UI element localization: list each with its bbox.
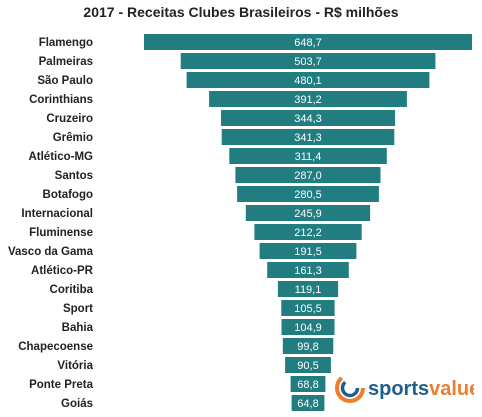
sportsvalue-logo: sportsvalue xyxy=(335,373,474,403)
bar xyxy=(235,167,381,183)
category-label: Corinthians xyxy=(29,94,93,106)
value-label: 161,3 xyxy=(294,265,322,277)
category-label: Santos xyxy=(55,170,93,182)
category-label: Goiás xyxy=(61,398,93,410)
bar xyxy=(290,376,326,392)
category-label: Chapecoense xyxy=(18,341,93,353)
category-label: Vasco da Gama xyxy=(8,246,94,258)
value-label: 104,9 xyxy=(294,322,322,334)
category-label: Bahia xyxy=(62,322,94,334)
bar xyxy=(281,300,335,316)
category-label: Vitória xyxy=(57,360,93,372)
bar xyxy=(237,186,379,202)
category-labels: Flamengo Palmeiras São Paulo Corinthians Cru… xyxy=(8,37,94,410)
bars-layer xyxy=(144,34,472,411)
value-label: 68,8 xyxy=(297,379,318,391)
bar xyxy=(180,53,436,69)
value-label: 341,3 xyxy=(294,132,322,144)
category-label: Cruzeiro xyxy=(46,113,93,125)
value-label: 503,7 xyxy=(294,56,322,68)
bar xyxy=(221,110,396,126)
logo-text-sports: sports xyxy=(368,378,429,400)
category-label: Atlético-PR xyxy=(31,265,94,277)
chart-title: 2017 - Receitas Clubes Brasileiros - R$ … xyxy=(83,4,399,20)
category-label: Grêmio xyxy=(53,132,93,144)
value-label: 212,2 xyxy=(294,227,322,239)
bar xyxy=(282,338,334,354)
bar xyxy=(144,34,472,50)
bar xyxy=(221,129,395,145)
value-label: 99,8 xyxy=(297,341,318,353)
bar xyxy=(267,262,349,278)
bar xyxy=(281,319,335,335)
value-label: 480,1 xyxy=(294,75,322,87)
value-label: 311,4 xyxy=(295,151,322,163)
value-label: 105,5 xyxy=(294,303,322,315)
bar xyxy=(277,281,339,297)
bar xyxy=(291,395,325,411)
value-label: 191,5 xyxy=(294,246,322,258)
category-label: Coritiba xyxy=(50,284,94,296)
category-label: Sport xyxy=(63,303,93,315)
bar xyxy=(229,148,387,164)
category-label: Botafogo xyxy=(43,189,93,201)
value-label: 90,5 xyxy=(297,360,318,372)
category-label: Ponte Preta xyxy=(29,379,94,391)
value-labels: 648,7 503,7 480,1 391,2 344,3 341,3 311,4 287,0… xyxy=(294,37,322,410)
value-label: 344,3 xyxy=(294,113,322,125)
category-label: Palmeiras xyxy=(39,56,93,68)
bar xyxy=(259,243,357,259)
bar xyxy=(209,91,407,107)
logo-swirl-icon xyxy=(335,373,365,403)
bar xyxy=(245,205,371,221)
category-label: Internacional xyxy=(21,208,93,220)
value-label: 648,7 xyxy=(294,37,322,49)
logo-text-value: value xyxy=(429,378,474,400)
value-label: 287,0 xyxy=(294,170,322,182)
svg-text:sportsvalue: sportsvalue xyxy=(368,378,474,400)
value-label: 119,1 xyxy=(295,284,322,296)
category-label: São Paulo xyxy=(37,75,93,87)
value-label: 391,2 xyxy=(294,94,322,106)
bar xyxy=(186,72,430,88)
value-label: 245,9 xyxy=(294,208,322,220)
bar xyxy=(285,357,331,373)
category-label: Flamengo xyxy=(39,37,93,49)
category-label: Atlético-MG xyxy=(28,151,93,163)
bar xyxy=(254,224,362,240)
category-label: Fluminense xyxy=(29,227,93,239)
value-label: 280,5 xyxy=(294,189,322,201)
value-label: 64,8 xyxy=(297,398,318,410)
